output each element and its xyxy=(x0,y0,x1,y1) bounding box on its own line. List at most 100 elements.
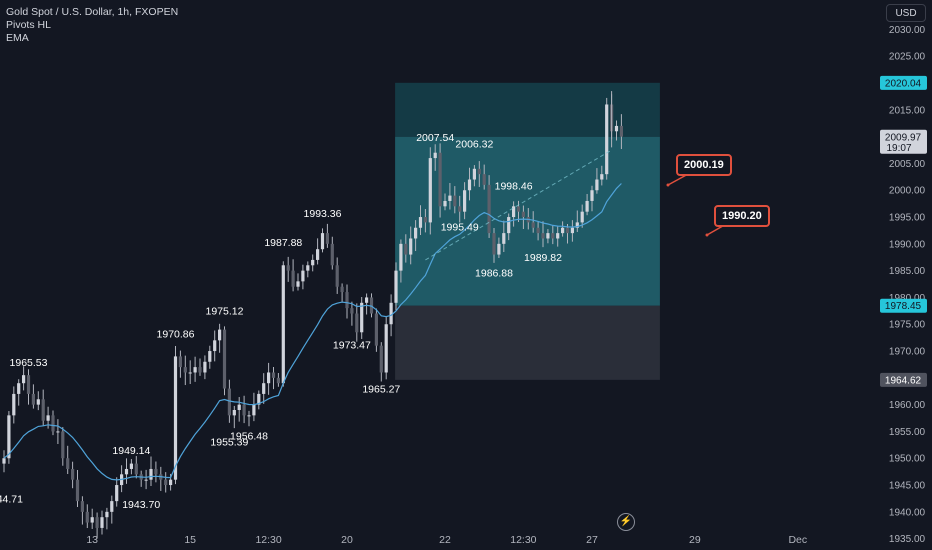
pivot-label: 1949.14 xyxy=(112,445,150,457)
candle xyxy=(164,472,168,493)
candle-body xyxy=(12,393,16,416)
candle xyxy=(267,362,271,395)
candle xyxy=(595,168,599,194)
candle-body xyxy=(551,233,555,239)
candle xyxy=(56,419,60,445)
candle xyxy=(203,355,207,380)
candle xyxy=(51,410,55,436)
indicator-pivots[interactable]: Pivots HL xyxy=(6,19,51,31)
candle-body xyxy=(482,174,486,185)
candle-body xyxy=(394,270,398,303)
symbol-title[interactable]: Gold Spot / U.S. Dollar, 1h, FXOPEN xyxy=(6,6,179,18)
candle-body xyxy=(188,372,192,374)
candle xyxy=(85,504,89,529)
time-tick-label: 20 xyxy=(341,534,353,546)
price-tick-label: 1980.00 xyxy=(889,293,926,304)
candle xyxy=(61,427,65,466)
trend-dash-line xyxy=(425,149,612,261)
candle-body xyxy=(575,222,579,228)
callout-anchor-1990-20 xyxy=(705,233,709,237)
candle-body xyxy=(340,286,344,293)
candle xyxy=(585,193,589,216)
candle-body xyxy=(492,233,496,255)
chart-legend: Gold Spot / U.S. Dollar, 1h, FXOPEN Pivo… xyxy=(6,6,178,45)
price-tick-label: 1960.00 xyxy=(889,400,926,411)
candle-body xyxy=(614,125,619,132)
callout-anchor-2000-19 xyxy=(666,183,670,187)
candle-body xyxy=(384,324,388,373)
candle xyxy=(541,221,545,248)
candle xyxy=(12,386,16,424)
candle-body xyxy=(296,281,300,287)
candle xyxy=(115,477,119,507)
price-tag-value: 2020.04 xyxy=(885,78,922,89)
currency-selector[interactable]: USD xyxy=(886,4,926,22)
candle xyxy=(159,466,163,491)
candle-body xyxy=(531,222,535,228)
candle xyxy=(463,182,467,220)
candle xyxy=(497,237,501,258)
price-tick-label: 1970.00 xyxy=(889,347,926,358)
candle-body xyxy=(521,211,525,218)
candle-body xyxy=(301,270,305,282)
candle xyxy=(453,186,457,214)
candle xyxy=(458,195,462,223)
candle xyxy=(384,316,388,380)
candle xyxy=(507,213,511,241)
time-tick-label: 15 xyxy=(184,534,196,546)
candle-body xyxy=(345,292,349,309)
candle xyxy=(71,461,75,489)
candle xyxy=(271,367,276,390)
candle xyxy=(252,392,256,422)
candle-body xyxy=(570,227,574,234)
candle xyxy=(154,461,158,483)
candle xyxy=(575,210,579,232)
indicator-ema[interactable]: EMA xyxy=(6,32,29,44)
candle xyxy=(22,366,26,391)
price-axis-bg xyxy=(878,0,932,550)
candle xyxy=(561,221,565,237)
candle-body xyxy=(487,184,491,234)
candle xyxy=(546,229,550,244)
candle-body xyxy=(100,517,104,528)
candle-body xyxy=(169,479,173,486)
candle xyxy=(600,165,604,186)
candle-body xyxy=(110,501,114,512)
candle xyxy=(124,458,129,484)
candle xyxy=(556,226,560,247)
stop-zone xyxy=(395,305,660,380)
candle-body xyxy=(227,388,231,416)
candle-body xyxy=(51,415,55,432)
candle-body xyxy=(71,468,75,480)
candle-body xyxy=(330,243,334,266)
candle-body xyxy=(218,329,222,341)
price-tick-label: 1995.00 xyxy=(889,213,926,224)
candle xyxy=(2,450,6,473)
candle xyxy=(281,261,285,387)
candle xyxy=(340,283,344,303)
candle xyxy=(365,293,369,315)
callout-2000-19[interactable]: 2000.19 xyxy=(676,154,732,176)
candle xyxy=(100,510,104,535)
candle-body xyxy=(61,431,65,459)
pivot-label: 1995.49 xyxy=(441,221,479,233)
candle xyxy=(536,221,540,241)
candle-body xyxy=(281,265,285,384)
candle xyxy=(149,456,153,487)
candle xyxy=(369,293,374,318)
candle-body xyxy=(507,217,511,234)
candle-body xyxy=(203,361,207,373)
candle xyxy=(428,147,432,235)
price-tick-label: 2015.00 xyxy=(889,105,926,116)
pivot-labels: 1944.71 1965.53 1949.14 1943.70 1970.86 1975.… xyxy=(0,132,562,511)
price-tag-value: 1978.45 xyxy=(885,301,922,312)
replay-lightning-icon[interactable]: ⚡ xyxy=(617,513,635,531)
price-tick-label: 1940.00 xyxy=(889,507,926,518)
candle-body xyxy=(173,356,178,480)
candle xyxy=(394,262,398,311)
candle xyxy=(521,205,525,230)
pivot-label: 1965.53 xyxy=(10,357,48,369)
callout-1990-20[interactable]: 1990.20 xyxy=(714,205,770,227)
candle-body xyxy=(56,431,60,433)
